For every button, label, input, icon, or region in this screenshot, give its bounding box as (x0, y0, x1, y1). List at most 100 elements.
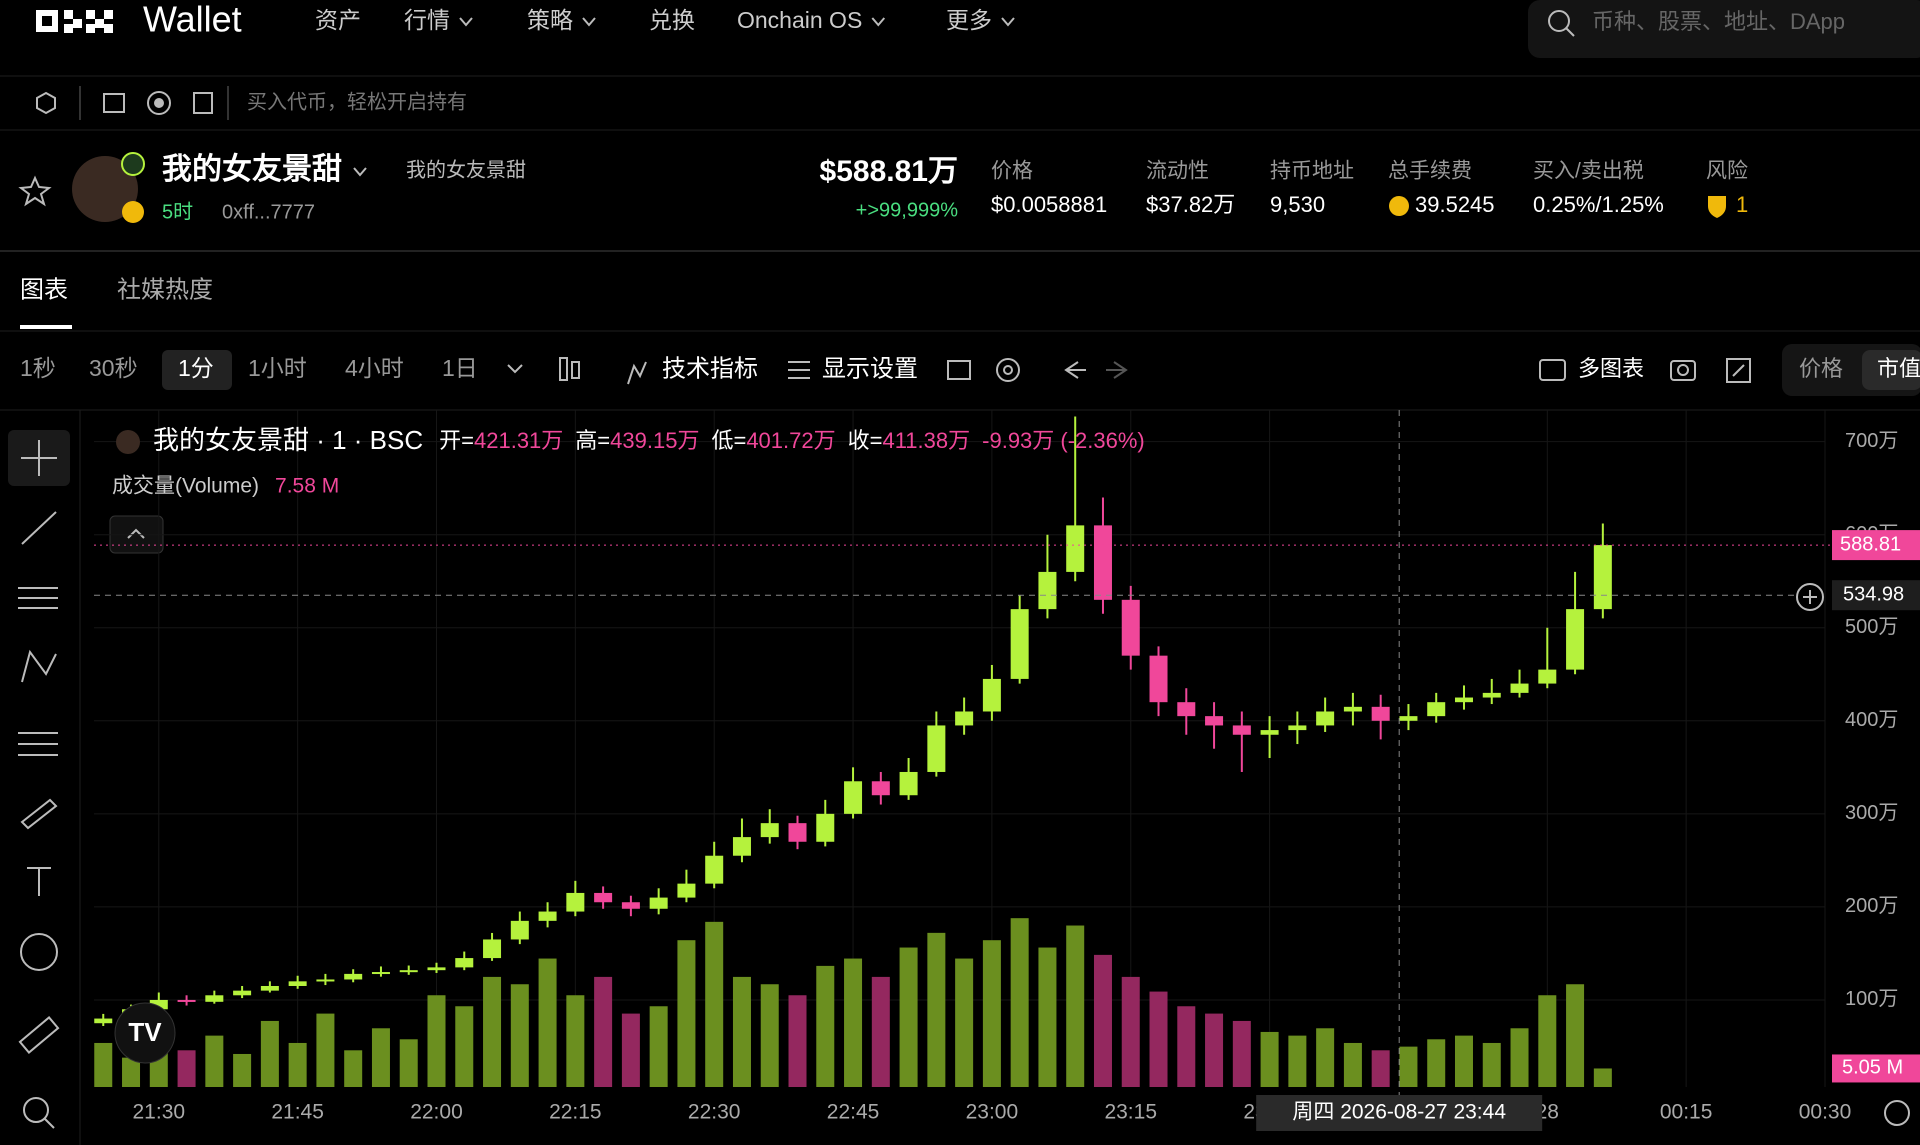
legend-label: 低= (711, 428, 746, 453)
volume-bar (1454, 1035, 1473, 1087)
legend-value: 439.15万 (610, 428, 699, 453)
candle-body (1371, 706, 1390, 721)
search-icon-handle (1565, 27, 1575, 37)
last-price-tag (1832, 530, 1920, 561)
crosshair-time-tag (1256, 1095, 1543, 1131)
nav-item[interactable]: 兑换 (649, 7, 695, 33)
settings-icon[interactable] (1884, 1100, 1910, 1126)
candle-body (538, 911, 557, 921)
favorite-star[interactable] (18, 175, 52, 207)
last-price-label: 588.81 (1840, 533, 1901, 555)
legend-value: 421.31万 (474, 428, 563, 453)
volume-bar (427, 995, 446, 1087)
candle-body (1010, 609, 1029, 679)
volume-bar (399, 1039, 418, 1087)
volume-bar (1093, 954, 1112, 1087)
nav-item[interactable]: 更多 (946, 7, 992, 33)
volume-bar (788, 995, 807, 1087)
interval[interactable]: 1日 (442, 355, 478, 381)
candle-body (1177, 702, 1196, 717)
volume-bar (344, 1050, 363, 1087)
volume-bar (371, 1028, 390, 1087)
indicators-button[interactable]: 技术指标 (662, 355, 758, 382)
chain-badge (122, 201, 144, 223)
legend-value: 411.38万 (882, 428, 970, 453)
logo-text: Wallet (143, 0, 242, 40)
nav-item[interactable]: Onchain OS (737, 7, 862, 33)
caret (582, 17, 596, 27)
candle-body (1316, 711, 1335, 726)
crosshair-price-tag (1832, 580, 1920, 611)
nav-item[interactable]: 行情 (404, 7, 450, 33)
volume-bar (677, 940, 696, 1087)
x-tick-label: 22:15 (549, 1101, 602, 1124)
candle-body (1038, 571, 1057, 610)
volume-bar (732, 976, 751, 1087)
stat-value: $0.0058881 (991, 192, 1107, 217)
candle-body (1260, 730, 1279, 735)
legend-value: 401.72万 (746, 428, 835, 453)
candle-body (233, 990, 252, 996)
candle-body (1482, 692, 1501, 698)
display-settings-button[interactable]: 显示设置 (822, 355, 918, 382)
volume-bar (816, 965, 835, 1087)
nav-item[interactable]: 策略 (527, 7, 573, 33)
volume-bar (871, 976, 890, 1087)
add-alert-icon[interactable] (1796, 583, 1824, 611)
token-alias: 我的女友景甜 (406, 158, 526, 181)
stat-label: 买入/卖出税 (1533, 160, 1644, 183)
volume-bar (1510, 1028, 1529, 1087)
stat-value: 0.25%/1.25% (1533, 192, 1664, 217)
tab[interactable]: 图表 (20, 276, 68, 303)
interval[interactable]: 1小时 (248, 355, 307, 381)
caret (459, 17, 473, 27)
volume-bar (1538, 995, 1557, 1087)
candle-body (732, 837, 751, 856)
token-age: 5时 (162, 200, 193, 223)
interval[interactable]: 1分 (178, 355, 214, 381)
stat-label: 总手续费 (1388, 160, 1472, 183)
mode-option[interactable]: 市值 (1877, 356, 1920, 381)
interval[interactable]: 4小时 (345, 355, 404, 381)
legend-label: 收= (848, 428, 883, 453)
search-placeholder[interactable]: 币种、股票、地址、DApp (1592, 9, 1845, 34)
add-alert-plus (1803, 590, 1817, 604)
x-tick-label: 21:30 (133, 1101, 186, 1124)
legend-symbol: 我的女友景甜 · 1 · BSC (153, 425, 423, 455)
candle-body (1454, 697, 1473, 703)
volume-bar (1566, 984, 1585, 1087)
volume-bar (899, 947, 918, 1087)
volume-bar (1066, 925, 1085, 1087)
interval[interactable]: 30秒 (89, 355, 138, 381)
nav-item[interactable]: 资产 (315, 7, 361, 33)
toolbar-icons (507, 357, 1751, 385)
volume-bar (260, 1020, 279, 1087)
y-tick-label: 700万 (1845, 430, 1898, 452)
candle-body (899, 771, 918, 796)
subbar-icons (36, 86, 229, 120)
candle-body (149, 999, 168, 1010)
stat-label: 风险 (1706, 160, 1748, 183)
volume-bar (1149, 991, 1168, 1087)
volume-bar (705, 921, 724, 1087)
volume-bar (1482, 1042, 1501, 1087)
volume-bar (566, 995, 585, 1087)
candle-body (427, 967, 446, 971)
stat-label: 流动性 (1146, 160, 1209, 183)
volume-bar (1205, 1013, 1224, 1087)
volume-tag-label: 5.05 M (1842, 1057, 1903, 1079)
x-tick-label: 00:15 (1660, 1101, 1713, 1124)
candle-body (510, 920, 529, 940)
volume-bar (1010, 918, 1029, 1087)
candle-body (621, 902, 640, 909)
search-box[interactable] (1528, 0, 1920, 58)
interval[interactable]: 1秒 (20, 355, 56, 381)
volume-bar (594, 976, 613, 1087)
legend-label: 高= (575, 428, 610, 453)
mode-option[interactable]: 价格 (1799, 356, 1843, 381)
multi-chart-button[interactable]: 多图表 (1578, 356, 1644, 381)
candle-body (1593, 545, 1612, 610)
tab[interactable]: 社媒热度 (117, 276, 213, 303)
volume-legend-label: 成交量(Volume) (112, 475, 259, 498)
